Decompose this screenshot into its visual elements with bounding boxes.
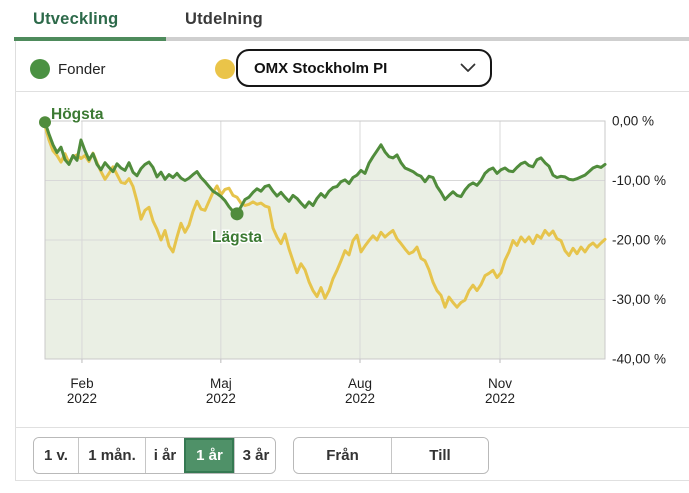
active-tab-indicator [14, 37, 166, 41]
till-button[interactable]: Till [391, 438, 488, 473]
index-legend-dot [215, 59, 235, 79]
performance-chart: 0,00 % -10,00 % -20,00 % -30,00 % -40,00 % Fe… [0, 92, 689, 412]
x-axis-label-month: Aug [348, 376, 372, 391]
period-buttons: 1 v. 1 mån. i år 1 år 3 år [33, 437, 276, 474]
x-axis-label-month: Feb [70, 376, 93, 391]
y-axis-label: 0,00 % [612, 114, 654, 129]
separator-middle [15, 427, 689, 428]
period-button-1[interactable]: 1 v. [34, 438, 78, 473]
index-select-value: OMX Stockholm PI [254, 59, 388, 77]
x-axis-label-year: 2022 [67, 391, 97, 406]
x-axis-label-month: Maj [210, 376, 232, 391]
chart-svg: 0,00 % -10,00 % -20,00 % -30,00 % -40,00 % Fe… [39, 105, 666, 406]
y-axis-label: -20,00 % [612, 233, 666, 248]
high-point-dot [39, 116, 51, 129]
separator-top [15, 91, 689, 92]
separator-bottom [15, 480, 689, 481]
period-button-2[interactable]: 1 mån. [78, 438, 145, 473]
fund-legend-label: Fonder [58, 61, 106, 78]
fund-area-fill [45, 122, 605, 359]
index-line [43, 124, 607, 309]
fund-legend-dot [30, 59, 50, 79]
y-axis-label: -30,00 % [612, 292, 666, 307]
x-axis-label-month: Nov [488, 376, 512, 391]
low-point-dot [230, 207, 244, 221]
y-axis-label: -10,00 % [612, 173, 666, 188]
tab-utveckling[interactable]: Utveckling [33, 10, 119, 28]
y-axis-label: -40,00 % [612, 352, 666, 367]
x-axis-label-year: 2022 [485, 391, 515, 406]
x-axis-label-year: 2022 [206, 391, 236, 406]
period-button-3[interactable]: i år [145, 438, 184, 473]
index-select[interactable]: OMX Stockholm PI [236, 49, 492, 87]
high-point-label: Högsta [51, 106, 104, 123]
from-button[interactable]: Från [294, 438, 391, 473]
range-buttons: Från Till [293, 437, 489, 474]
card-left-border [15, 41, 16, 480]
chevron-down-icon [460, 63, 476, 72]
x-axis-label-year: 2022 [345, 391, 375, 406]
low-point-label: Lägsta [212, 229, 262, 246]
period-button-4[interactable]: 1 år [184, 438, 234, 473]
period-button-5[interactable]: 3 år [234, 438, 275, 473]
tabbar-underline [14, 37, 689, 41]
tab-utdelning[interactable]: Utdelning [185, 10, 263, 28]
fund-line [43, 120, 607, 216]
